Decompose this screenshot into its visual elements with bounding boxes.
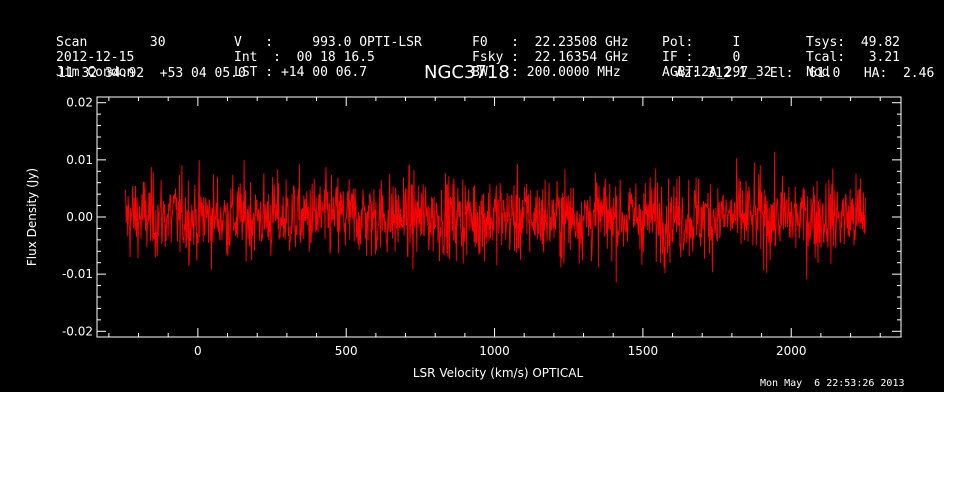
coordinates: 11 32 34.92 +53 04 05.0	[58, 66, 246, 81]
x-tick-label: 1500	[628, 344, 659, 358]
velocity-info: V : 993.0 OPTI-LSR Int : 00 18 16.5 LST : …	[234, 35, 422, 80]
y-tick-label: -0.01	[62, 267, 93, 281]
frequency-info: F0 : 22.23508 GHz Fsky : 22.16354 GHz BW :…	[472, 35, 629, 80]
y-tick-label: 0.00	[66, 210, 93, 224]
x-tick-label: 500	[335, 344, 358, 358]
spectrum-chart: 0 500 1000 1500 2000 -0.02 -0.01 0.00 0.01 0.02 F…	[25, 96, 902, 380]
y-tick-label: -0.02	[62, 324, 93, 338]
timestamp: Mon May 6 22:53:26 2013	[760, 378, 905, 389]
plot-window: Scan 30 2012-12-15 Jim Condon V : 993.0 OP…	[0, 0, 944, 392]
x-tick-label: 1000	[479, 344, 510, 358]
scan-info: Scan 30 2012-12-15 Jim Condon	[56, 35, 166, 80]
polarization-info: Pol: I IF : 0 AGBT12A_297_32	[662, 35, 772, 80]
x-axis-label: LSR Velocity (km/s) OPTICAL	[413, 366, 584, 380]
x-tick-label: 0	[194, 344, 202, 358]
y-tick-label: 0.02	[66, 96, 93, 110]
tsys-labels: Tsys: Tcal: Nod	[806, 35, 846, 80]
y-axis-label: Flux Density (Jy)	[25, 168, 39, 266]
y-tick-label: 0.01	[66, 153, 93, 167]
x-tick-label: 2000	[776, 344, 807, 358]
object-name: NGC3718	[424, 62, 510, 83]
spectrum-trace	[124, 152, 866, 283]
tsys-values: 49.82 3.21	[860, 35, 900, 65]
az-el-ha: Az: 312.1 El: 61.0 HA: 2.46	[676, 66, 935, 81]
